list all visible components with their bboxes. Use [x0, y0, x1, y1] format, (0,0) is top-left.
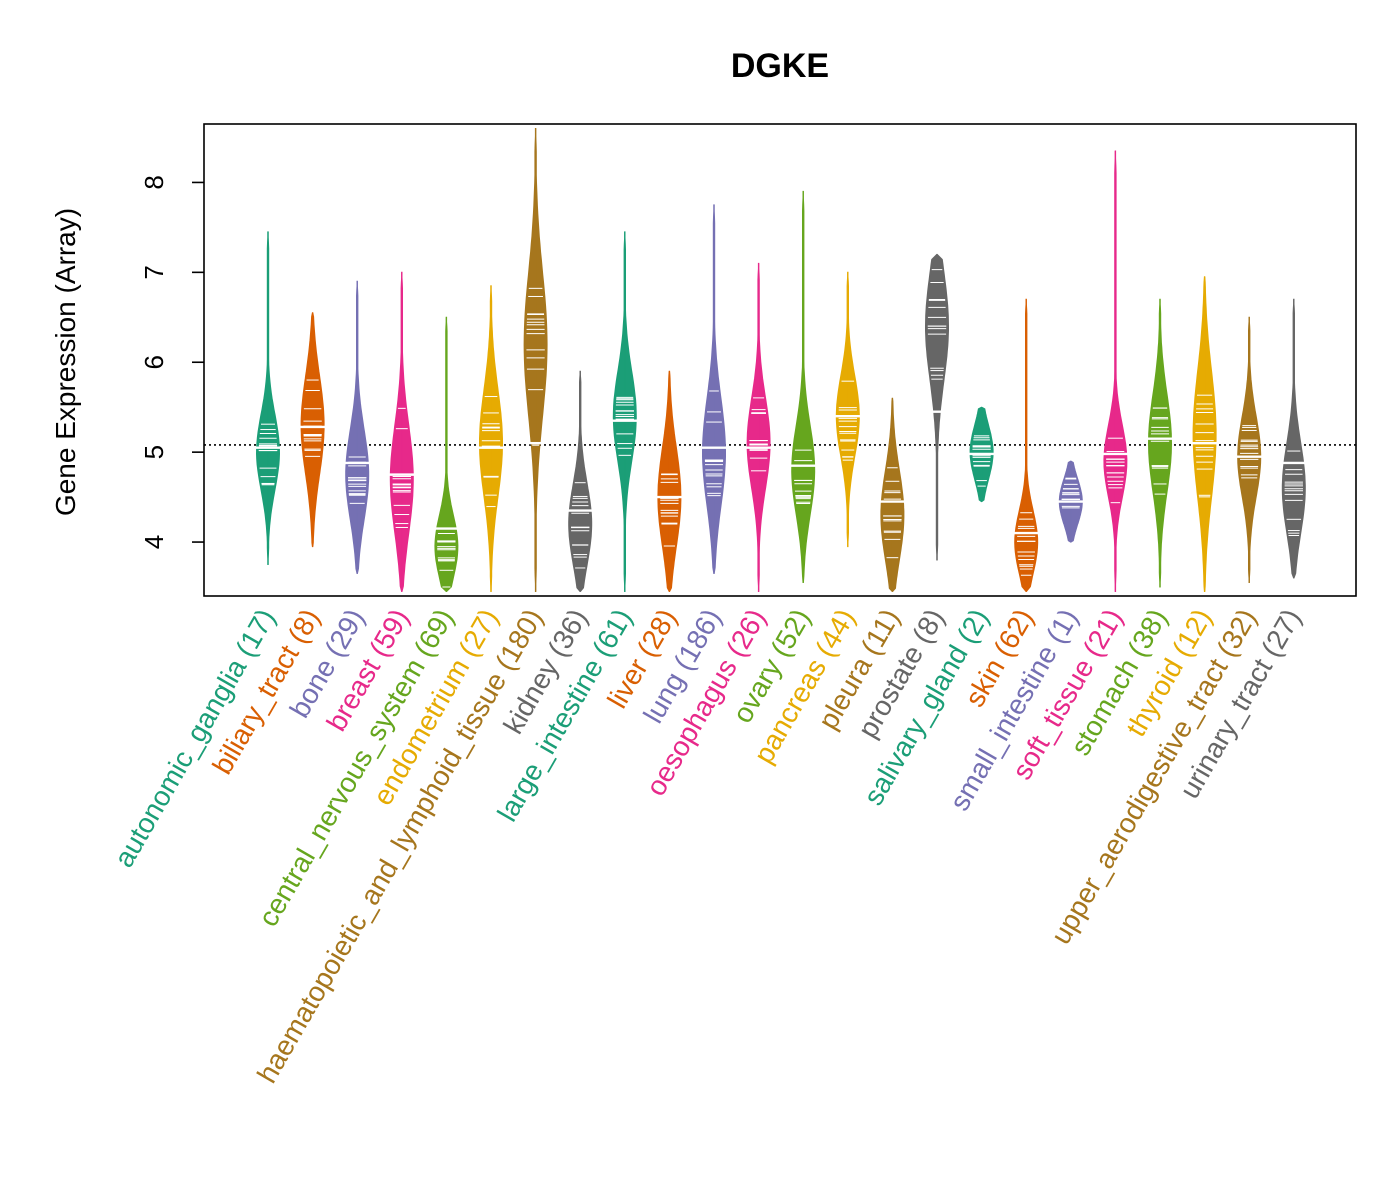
- violin-15: [925, 253, 949, 561]
- violin-18: [1057, 460, 1085, 543]
- violin-8: [611, 231, 639, 592]
- violin-10: [700, 204, 728, 574]
- violin-group: [254, 128, 1306, 592]
- violin-0: [254, 231, 282, 565]
- y-axis-label: Gene Expression (Array): [50, 208, 81, 516]
- violin-6: [523, 128, 548, 592]
- violin-3: [388, 271, 416, 592]
- plot-border: [203, 123, 1357, 597]
- violin-21: [1191, 276, 1218, 592]
- plot-area: [203, 123, 1357, 597]
- y-axis: 4 5 6 7 8: [139, 175, 204, 549]
- y-tick-label: 7: [139, 265, 169, 279]
- violin-16: [968, 406, 996, 503]
- violin-1: [299, 312, 327, 548]
- chart-title: DGKE: [731, 47, 829, 85]
- violin-7: [567, 370, 594, 592]
- violin-20: [1146, 298, 1174, 588]
- violin-5: [477, 285, 505, 592]
- violin-13: [834, 271, 862, 548]
- violin-4: [434, 316, 459, 592]
- violin-23: [1281, 298, 1306, 579]
- violin-9: [655, 370, 683, 592]
- violin-12: [789, 190, 817, 583]
- violin-17: [1013, 298, 1040, 592]
- y-tick-label: 4: [139, 535, 169, 549]
- violin-11: [745, 262, 773, 592]
- y-tick-label: 5: [139, 445, 169, 459]
- violin-22: [1235, 316, 1263, 583]
- violin-19: [1102, 150, 1129, 592]
- y-tick-label: 6: [139, 355, 169, 369]
- violin-2: [344, 280, 371, 574]
- violin-14: [879, 397, 906, 592]
- x-axis-labels: autonomic_ganglia (17)biliary_tract (8)b…: [108, 604, 1307, 1089]
- y-tick-label: 8: [139, 175, 169, 189]
